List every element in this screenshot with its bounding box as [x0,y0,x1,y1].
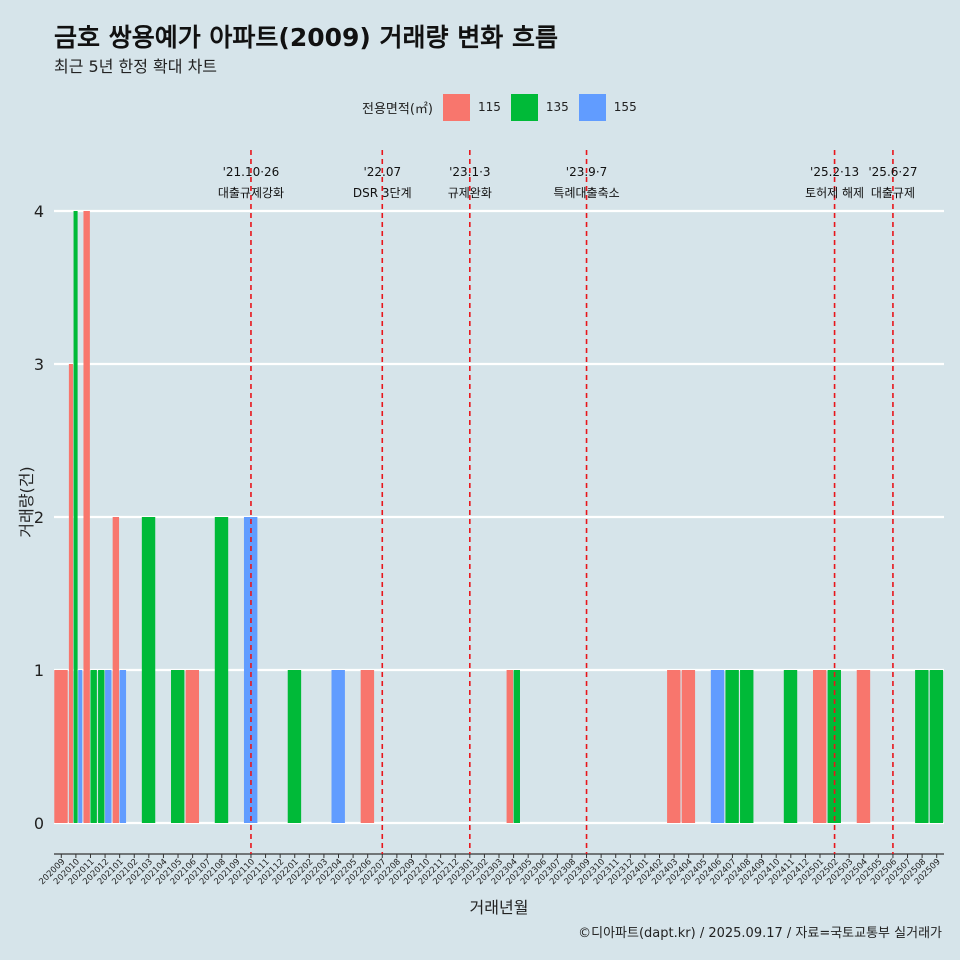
bar [141,517,156,823]
bar [287,670,302,823]
legend: 전용면적(㎡) 115 135 155 [362,93,647,121]
bar [243,517,258,823]
bar [929,670,944,823]
legend-item-155: 155 [578,93,637,121]
bar [506,670,513,823]
legend-label-115: 115 [477,100,501,114]
bar [725,670,739,823]
event-name-label: 대출규제 [871,186,915,200]
event-date-label: '21.10·26 [223,165,280,179]
legend-key-115 [442,93,470,121]
event-name-label: 토허제 해제 [805,186,864,200]
bar [171,670,185,823]
event-date-label: '25.6·27 [868,165,917,179]
bar [783,670,798,823]
event-name-label: 규제완화 [448,186,492,200]
event-date-label: '25.2·13 [810,165,859,179]
y-axis-title: 거래량(건) [17,466,36,537]
legend-key-135 [510,93,538,121]
chart-subtitle: 최근 5년 한정 확대 차트 [54,57,218,76]
bar [112,517,120,823]
bar [740,670,754,823]
bar [68,364,73,823]
legend-item-115: 115 [442,93,501,121]
bar [856,670,871,823]
y-tick-label: 3 [34,355,44,374]
legend-item-135: 135 [510,93,569,121]
source-caption: ©디아파트(dapt.kr) / 2025.09.17 / 자료=국토교통부 실… [578,926,942,941]
bar [710,670,725,823]
legend-label-155: 155 [613,100,637,114]
bar [214,517,229,823]
bar [915,670,929,823]
legend-title: 전용면적(㎡) [362,101,433,117]
bar [681,670,696,823]
bar [812,670,827,823]
bar [98,670,105,823]
bar [185,670,200,823]
event-name-label: 특례대출축소 [553,186,619,200]
y-tick-label: 1 [34,661,44,680]
bar [54,670,68,823]
y-tick-label: 0 [34,814,44,833]
y-tick-label: 4 [34,202,44,221]
legend-label-135: 135 [545,100,569,114]
bar [83,211,90,823]
bar [360,670,375,823]
event-date-label: '23.9·7 [566,165,607,179]
legend-key-155 [578,93,606,121]
event-name-label: 대출규제강화 [218,186,284,200]
bar [73,211,78,823]
bar [667,670,681,823]
event-name-label: DSR 3단계 [353,186,412,200]
bar [513,670,520,823]
bar [331,670,345,823]
x-axis-title: 거래년월 [470,898,529,917]
bar [105,670,112,823]
bar [90,670,97,823]
bar [119,670,127,823]
chart-title: 금호 쌍용예가 아파트(2009) 거래량 변화 흐름 [54,23,558,52]
event-date-label: '22.07 [363,165,401,179]
event-date-label: '23.1·3 [449,165,490,179]
bar [78,670,83,823]
y-tick-label: 2 [34,508,44,527]
